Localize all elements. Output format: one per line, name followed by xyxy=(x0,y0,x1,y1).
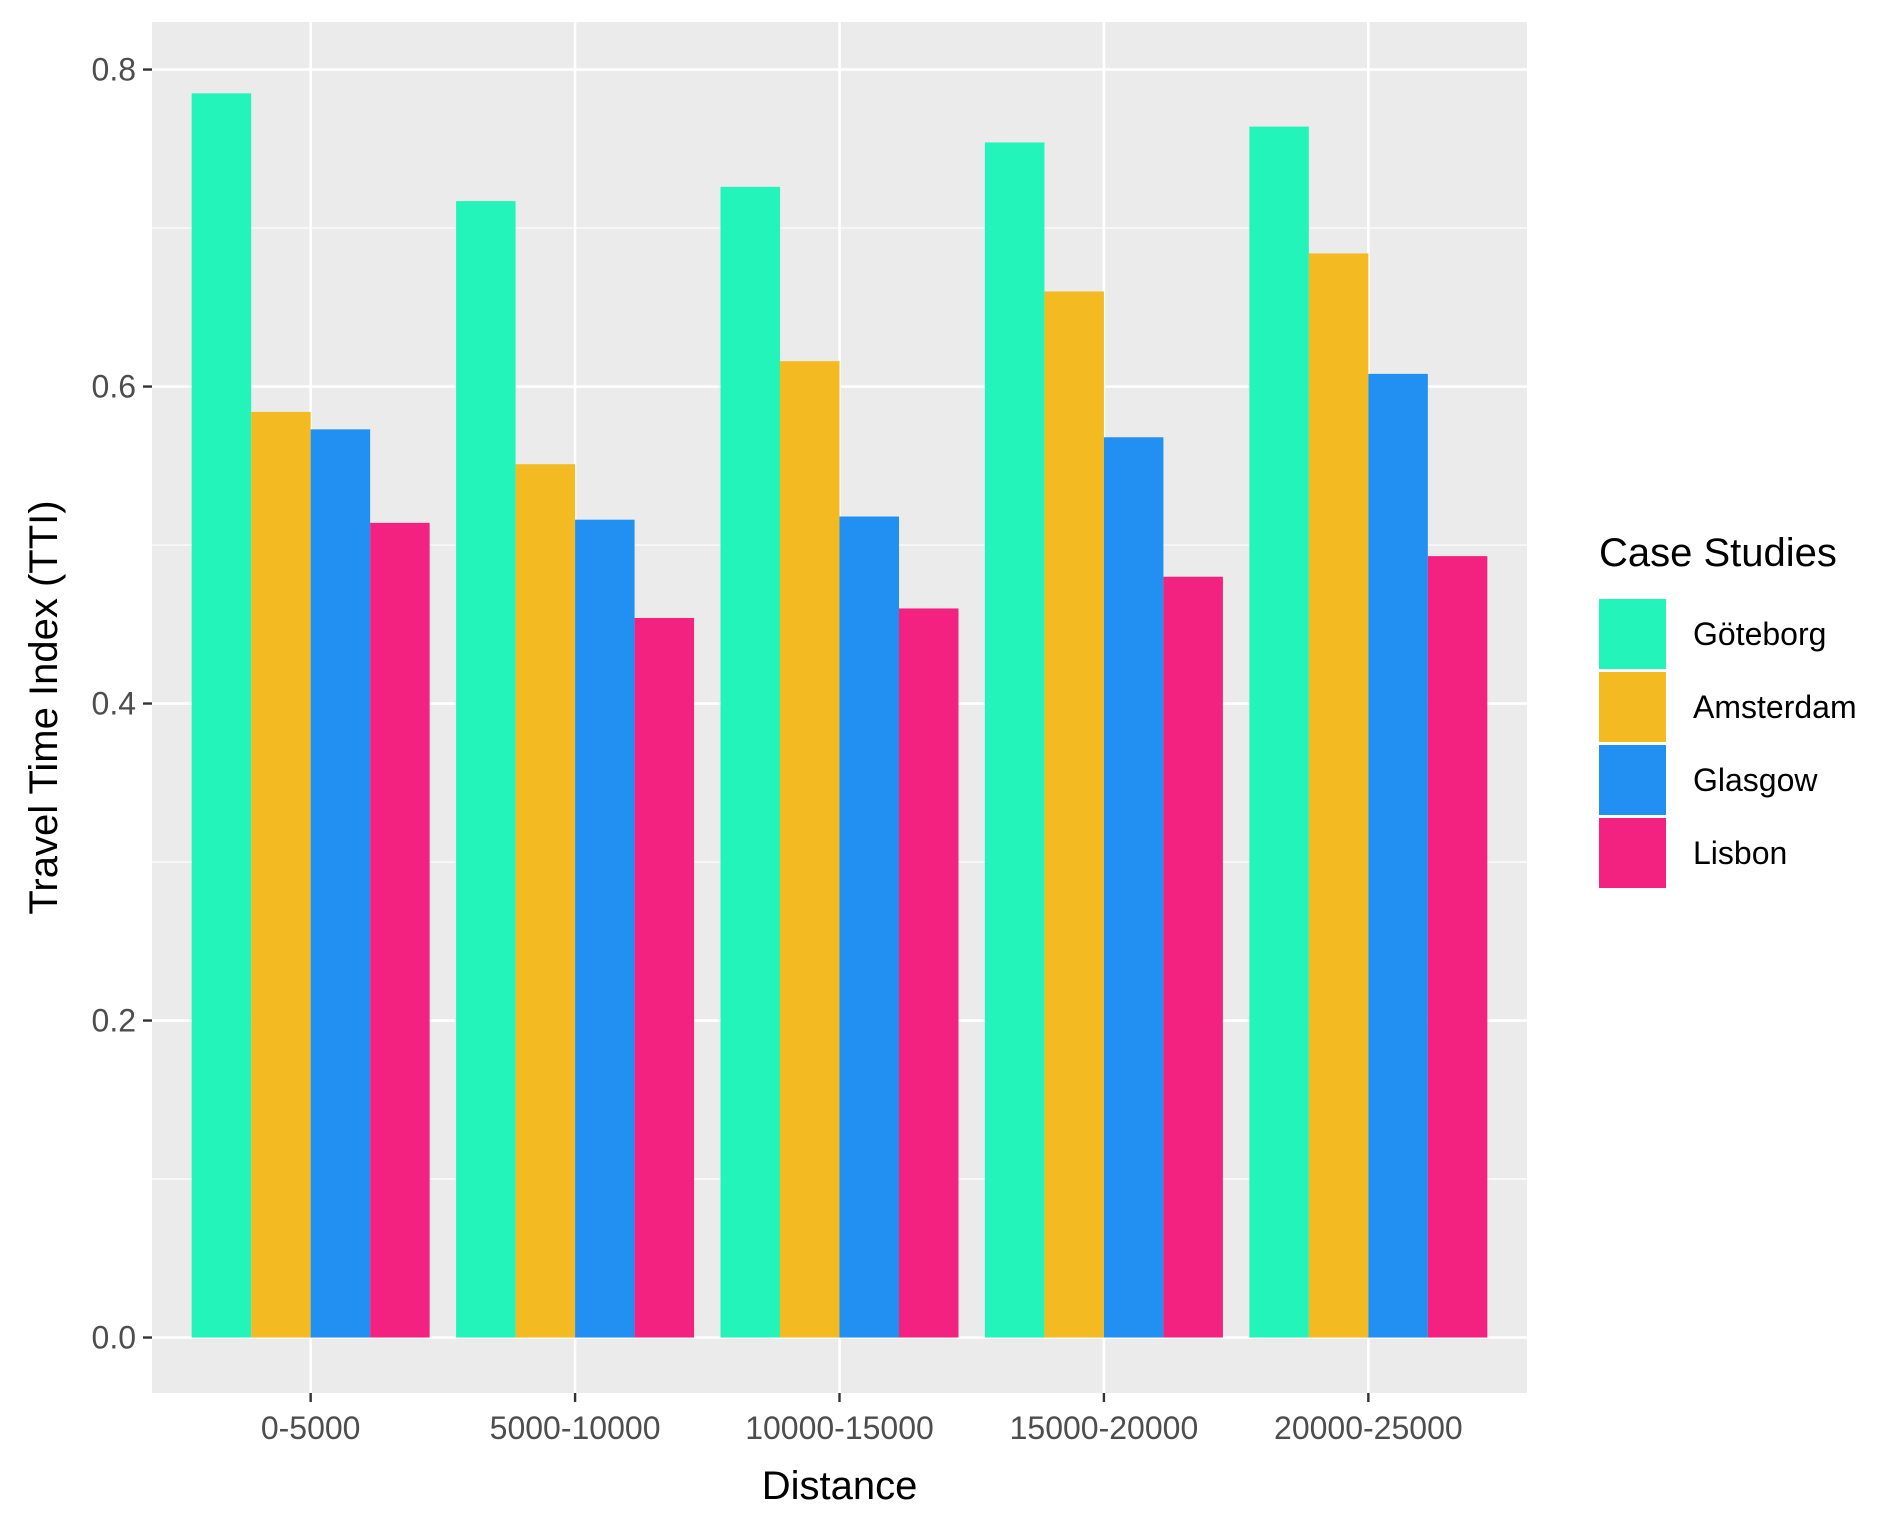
bar xyxy=(1044,291,1104,1338)
bar xyxy=(1427,556,1488,1338)
y-axis-title: Travel Time Index (TTI) xyxy=(22,500,66,914)
x-axis-title: Distance xyxy=(762,1464,918,1508)
x-tick-label: 15000-20000 xyxy=(1010,1410,1199,1446)
bar xyxy=(780,361,840,1338)
bar xyxy=(456,201,516,1338)
bar xyxy=(310,429,371,1338)
bar xyxy=(575,519,635,1338)
legend-items: Göteborg Amsterdam Glasgow Lisbon xyxy=(1599,599,1857,888)
y-tick-label: 0.6 xyxy=(92,369,136,405)
legend-label: Amsterdam xyxy=(1693,689,1857,725)
y-axis: 0.0 0.2 0.4 0.6 0.8 xyxy=(92,52,152,1356)
bar xyxy=(839,516,899,1338)
x-tick-label: 0-5000 xyxy=(261,1410,361,1446)
legend-label: Lisbon xyxy=(1693,835,1787,871)
y-tick-label: 0.8 xyxy=(92,52,136,88)
x-tick-label: 20000-25000 xyxy=(1274,1410,1463,1446)
bar xyxy=(720,186,781,1338)
legend-label: Göteborg xyxy=(1693,616,1826,652)
legend-key xyxy=(1599,818,1666,888)
bar xyxy=(1103,437,1164,1338)
legend-label: Glasgow xyxy=(1693,762,1818,798)
legend-key xyxy=(1599,672,1666,742)
bar xyxy=(1249,126,1309,1338)
y-tick-label: 0.2 xyxy=(92,1003,136,1039)
x-axis: 0-5000 5000-10000 10000-15000 15000-20000 20… xyxy=(261,1393,1463,1446)
bar xyxy=(251,411,311,1338)
bar xyxy=(898,608,959,1338)
y-tick-label: 0.4 xyxy=(92,686,136,722)
bar xyxy=(370,522,430,1338)
legend-title: Case Studies xyxy=(1599,531,1837,575)
bar xyxy=(1368,373,1428,1338)
bar xyxy=(1308,253,1369,1338)
bars xyxy=(191,93,1488,1338)
x-tick-label: 10000-15000 xyxy=(745,1410,934,1446)
bar xyxy=(191,93,252,1338)
x-tick-label: 5000-10000 xyxy=(490,1410,661,1446)
legend-key xyxy=(1599,745,1666,815)
bar xyxy=(515,464,576,1338)
legend-key xyxy=(1599,599,1666,669)
y-tick-label: 0.0 xyxy=(92,1320,136,1356)
legend: Case Studies Göteborg Amsterdam Glasgow Lis… xyxy=(1599,531,1857,888)
bar xyxy=(984,142,1045,1338)
bar xyxy=(1163,576,1223,1338)
bar xyxy=(634,617,695,1338)
